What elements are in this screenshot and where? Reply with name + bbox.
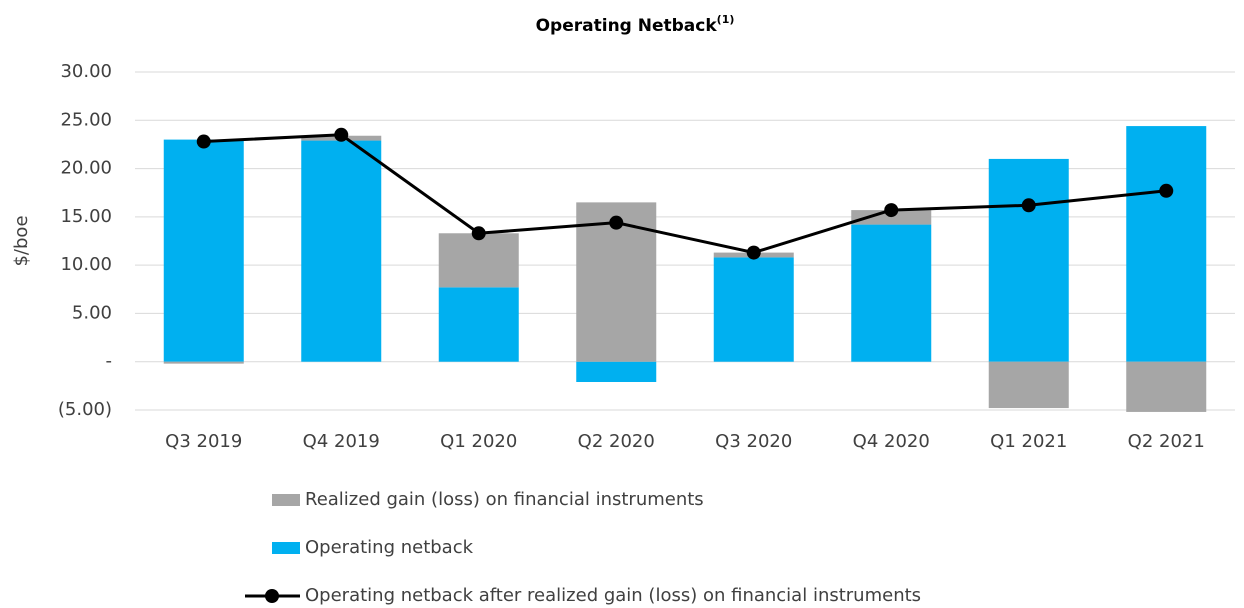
line (203, 133, 1167, 255)
line-marker (1159, 183, 1174, 198)
x-tick-label: Q3 2019 (165, 431, 242, 452)
y-tick-label: 5.00 (72, 302, 112, 323)
x-tick-label: Q1 2020 (440, 431, 517, 452)
bar (1126, 126, 1207, 362)
x-tick-label: Q2 2021 (1128, 431, 1205, 452)
x-tick-label: Q4 2019 (303, 431, 380, 452)
y-tick-label: 20.00 (60, 158, 112, 179)
y-tick-label: (5.00) (58, 399, 112, 420)
line-marker (884, 203, 899, 218)
x-tick-label: Q3 2020 (715, 431, 792, 452)
y-tick-label: 15.00 (60, 206, 112, 227)
chart-title: Operating Netback(1) (536, 13, 735, 36)
y-tick-label: 25.00 (60, 109, 112, 130)
bar (163, 361, 244, 364)
bar (988, 361, 1069, 409)
line-marker (609, 215, 624, 230)
bar (851, 224, 932, 362)
y-tick-label: 30.00 (60, 61, 112, 82)
bar (301, 140, 382, 362)
y-axis-label: $/boe (11, 215, 32, 266)
legend-label: Operating netback (305, 537, 474, 558)
line-marker (334, 127, 349, 142)
bar (713, 257, 794, 362)
x-tick-label: Q1 2021 (990, 431, 1067, 452)
y-tick-label: - (106, 351, 113, 372)
bar (1126, 361, 1207, 412)
legend-swatch (272, 542, 300, 554)
legend-swatch (272, 494, 300, 506)
bar (163, 139, 244, 362)
legend-marker (265, 589, 279, 603)
line-marker (471, 226, 486, 241)
line-marker (1021, 198, 1036, 213)
bar (438, 233, 519, 288)
bar (576, 361, 657, 382)
bar (988, 158, 1069, 362)
line-marker (746, 245, 761, 260)
legend-label: Realized gain (loss) on financial instru… (305, 489, 704, 510)
title-superscript: (1) (717, 13, 735, 26)
legend-label: Operating netback after realized gain (l… (305, 585, 921, 606)
bar (438, 287, 519, 362)
title-text: Operating Netback (536, 16, 718, 36)
x-tick-label: Q2 2020 (578, 431, 655, 452)
line-marker (196, 134, 211, 149)
x-tick-label: Q4 2020 (853, 431, 930, 452)
bar (851, 210, 932, 225)
y-tick-label: 10.00 (60, 254, 112, 275)
